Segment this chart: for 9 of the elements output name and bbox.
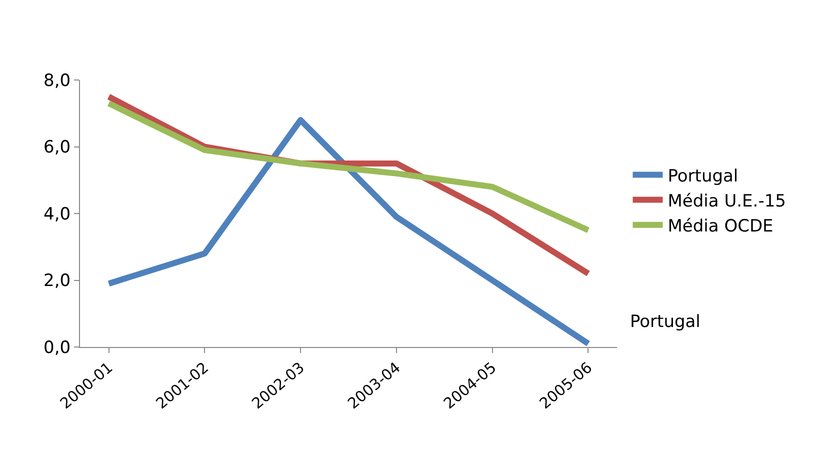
- y-tick-label: 8,0: [44, 70, 71, 91]
- legend-label: Média OCDE: [668, 216, 774, 237]
- legend-label: Média U.E.-15: [668, 191, 786, 212]
- text: Portugal: [630, 312, 700, 332]
- y-tick-label: 6,0: [44, 138, 71, 158]
- y-tick-label: 4,0: [44, 204, 71, 224]
- y-tick-label: 2,0: [44, 271, 71, 292]
- legend-label: Portugal: [668, 166, 738, 186]
- y-tick-label: 0,0: [44, 338, 71, 358]
